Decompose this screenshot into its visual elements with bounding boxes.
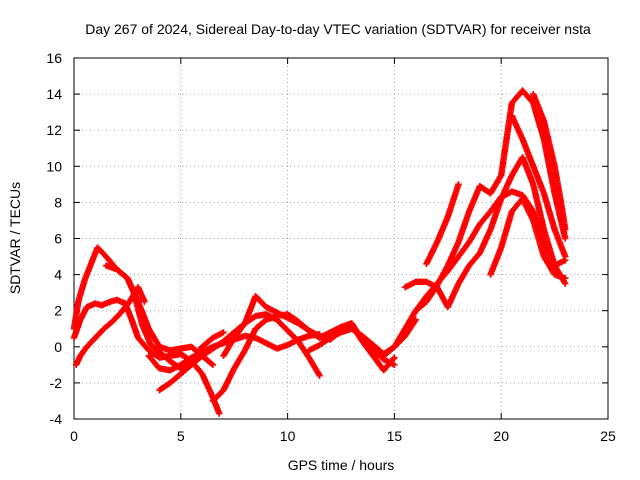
data-point <box>391 361 398 369</box>
x-tick-label: 20 <box>493 428 509 444</box>
data-point <box>562 280 569 287</box>
y-tick-label: -4 <box>50 411 63 427</box>
y-tick-label: 14 <box>46 86 62 102</box>
satellite-track-4 <box>102 262 217 369</box>
y-tick-label: 6 <box>54 231 62 247</box>
data-point <box>141 298 148 305</box>
x-tick-label: 10 <box>280 428 296 444</box>
y-tick-label: 2 <box>54 303 62 319</box>
satellite-track-16 <box>530 90 569 233</box>
y-tick-label: 8 <box>54 194 62 210</box>
data-point <box>562 253 569 260</box>
y-tick-label: 0 <box>54 339 62 355</box>
satellite-track-3 <box>72 284 148 369</box>
y-axis-label: SDTVAR / TECUs <box>7 182 23 294</box>
y-tick-label: 10 <box>46 158 62 174</box>
data-point <box>562 275 569 282</box>
y-tick-label: 4 <box>54 267 62 283</box>
x-tick-label: 15 <box>387 428 403 444</box>
data-point <box>208 360 215 368</box>
data-point <box>562 235 569 242</box>
satellite-track-12 <box>412 87 569 314</box>
satellite-track-8 <box>220 293 398 369</box>
data-point <box>316 372 323 379</box>
data-point <box>455 181 462 188</box>
data-points <box>70 87 569 417</box>
data-point <box>220 329 227 336</box>
data-point <box>391 354 398 361</box>
y-tick-label: -2 <box>50 375 63 391</box>
x-tick-label: 5 <box>177 428 185 444</box>
satellite-track-13 <box>423 181 462 267</box>
satellite-track-11 <box>401 154 569 311</box>
satellite-track-14 <box>487 195 569 282</box>
data-point <box>209 361 217 369</box>
x-tick-label: 0 <box>70 428 78 444</box>
x-tick-label: 25 <box>600 428 616 444</box>
chart-title: Day 267 of 2024, Sidereal Day-to-day VTE… <box>85 21 591 37</box>
data-point <box>216 410 223 417</box>
y-tick-label: 12 <box>46 122 62 138</box>
y-tick-label: 16 <box>46 50 62 66</box>
axis-ticks: 0 5 10 15 20 25 -4 -2 0 2 4 6 8 10 12 14 16 <box>46 50 616 444</box>
x-axis-label: GPS time / hours <box>288 457 395 473</box>
satellite-track-15 <box>508 112 569 260</box>
data-point <box>562 226 569 233</box>
